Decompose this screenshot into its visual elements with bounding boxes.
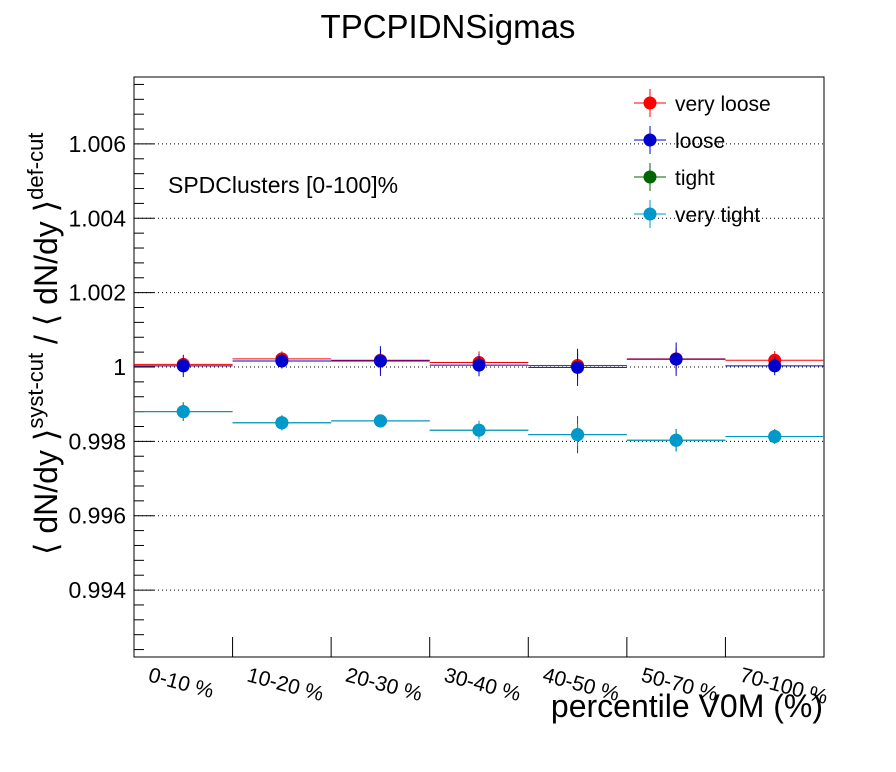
legend: very loose loose tight very tight [634, 89, 771, 228]
data-point [176, 405, 190, 419]
legend-marker [643, 170, 657, 184]
y-tick-label: 1.004 [68, 205, 126, 231]
x-axis-label: percentile V0M (%) [551, 688, 823, 724]
data-point [472, 358, 486, 372]
y-tick-label: 0.996 [68, 503, 126, 529]
series-loose [134, 342, 824, 386]
y-label-sup-syst: syst-cut [23, 353, 48, 429]
data-point [571, 360, 585, 374]
data-point [768, 359, 782, 373]
y-axis: 0.994 0.996 0.998 1 1.002 1.004 1.006 [68, 83, 154, 651]
y-tick-label: 0.998 [68, 428, 126, 454]
y-label-prefix: ⟨ dN/dy ⟩ [28, 429, 64, 555]
data-point [275, 416, 289, 430]
x-tick-label: 10-20 % [245, 664, 327, 706]
data-marks [134, 342, 824, 454]
y-tick-label: 1.006 [68, 131, 126, 157]
data-point [275, 354, 289, 368]
data-point [669, 352, 683, 366]
legend-marker [643, 207, 657, 221]
legend-label: loose [675, 130, 725, 153]
legend-marker [643, 96, 657, 110]
y-label-sup-def: def-cut [23, 133, 48, 200]
data-point [472, 423, 486, 437]
series-very-tight [134, 402, 824, 452]
chart-annotation: SPDClusters [0-100]% [168, 172, 398, 198]
x-tick-label: 30-40 % [442, 664, 524, 706]
data-point [571, 428, 585, 442]
legend-entry: loose [634, 126, 725, 154]
legend-entry: very loose [634, 89, 771, 117]
data-point [373, 414, 387, 428]
data-point [373, 354, 387, 368]
legend-entry: tight [634, 163, 715, 191]
legend-marker [643, 133, 657, 147]
legend-entry: very tight [634, 200, 760, 228]
legend-label: tight [675, 167, 715, 190]
x-tick-label: 0-10 % [146, 664, 216, 703]
data-point [768, 430, 782, 444]
chart-title: TPCPIDNSigmas [321, 8, 576, 45]
y-axis-label: ⟨ dN/dy ⟩syst-cut / ⟨ dN/dy ⟩def-cut [23, 133, 64, 555]
y-tick-label: 1 [113, 354, 126, 380]
legend-label: very tight [675, 204, 760, 227]
data-point [176, 359, 190, 373]
x-tick-label: 20-30 % [343, 664, 425, 706]
data-point [669, 433, 683, 447]
y-tick-label: 0.994 [68, 577, 126, 603]
y-tick-label: 1.002 [68, 280, 126, 306]
y-label-mid: / ⟨ dN/dy ⟩ [28, 200, 64, 353]
legend-label: very loose [675, 93, 771, 116]
